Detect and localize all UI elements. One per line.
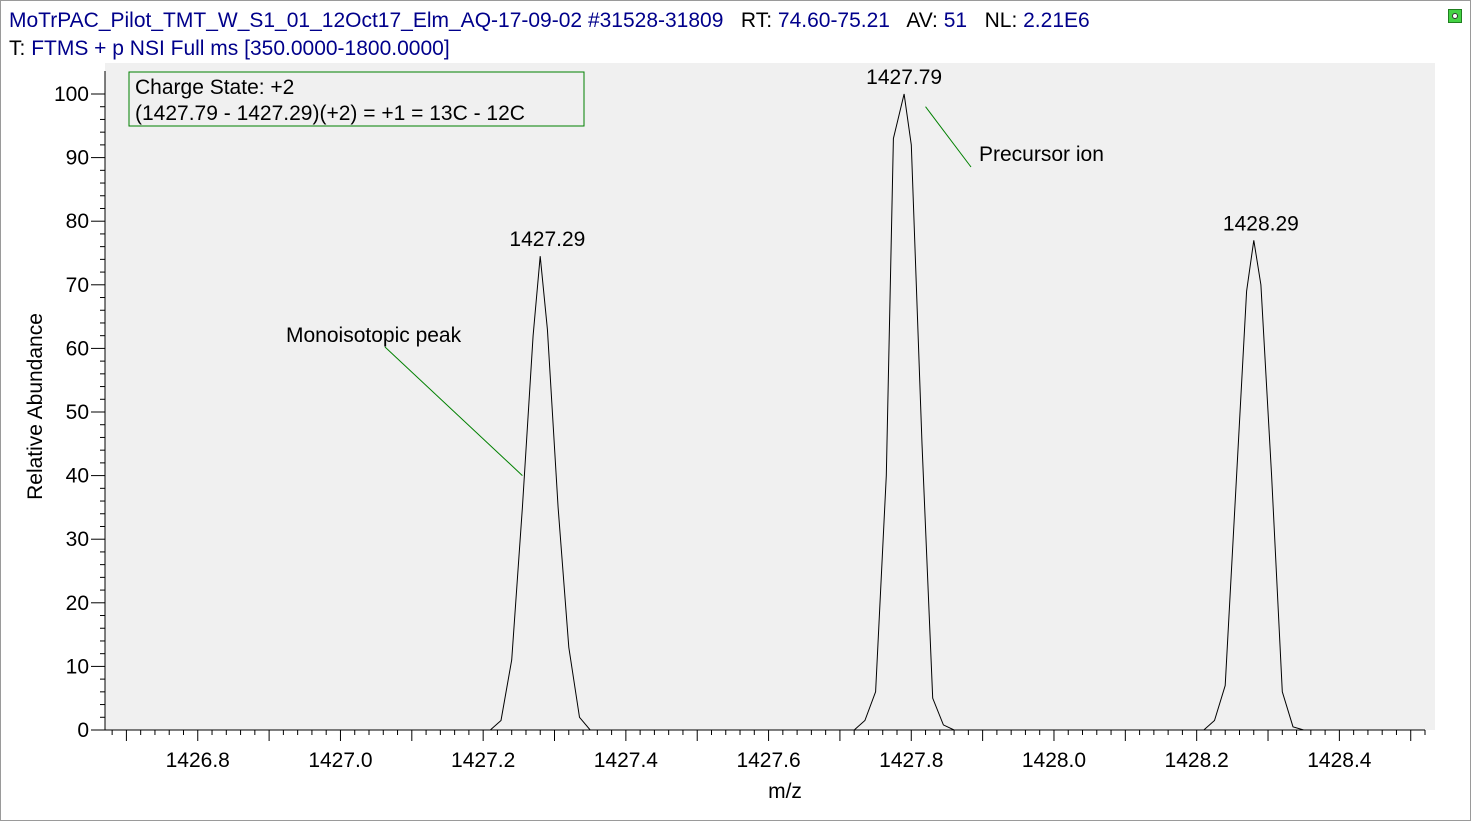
y-axis-title: Relative Abundance	[24, 313, 47, 500]
charge-state-equation: (1427.79 - 1427.29)(+2) = +1 = 13C - 12C	[135, 102, 525, 125]
header-line-2: T: FTMS + p NSI Full ms [350.0000-1800.0…	[9, 37, 450, 61]
rt-label: RT:	[740, 9, 773, 32]
callout-annotations: Monoisotopic peak Precursor ion	[286, 106, 1104, 476]
scan-filter-label: T:	[9, 37, 26, 60]
x-tick-label: 1427.0	[308, 749, 372, 772]
y-axis-tick-labels: 0 10 20 30 40 50 60 70 80 90 100	[54, 83, 89, 742]
x-tick-label: 1426.8	[166, 749, 230, 772]
raw-file-name: MoTrPAC_Pilot_TMT_W_S1_01_12Oct17_Elm_AQ…	[9, 9, 583, 32]
plot-area	[105, 63, 1435, 730]
callout-label: Monoisotopic peak	[286, 324, 462, 347]
y-tick-label: 60	[66, 337, 89, 360]
y-tick-label: 30	[66, 528, 89, 551]
nl-label: NL:	[984, 9, 1018, 32]
x-tick-label: 1428.4	[1307, 749, 1372, 772]
x-tick-label: 1428.2	[1165, 749, 1229, 772]
charge-state-box: Charge State: +2 (1427.79 - 1427.29)(+2)…	[128, 71, 585, 127]
charge-state-text: Charge State: +2	[135, 76, 294, 99]
x-axis-title: m/z	[768, 780, 802, 803]
av-label: AV:	[906, 9, 938, 32]
y-axis-ticks	[91, 93, 105, 731]
y-tick-label: 40	[66, 465, 89, 488]
rt-value: 74.60-75.21	[777, 9, 890, 32]
av-value: 51	[943, 9, 968, 32]
peak-label: 1427.29	[509, 228, 585, 251]
header-line-1: MoTrPAC_Pilot_TMT_W_S1_01_12Oct17_Elm_AQ…	[9, 9, 1090, 33]
peak-labels: 1427.29 1427.79 1428.29	[509, 66, 1298, 251]
callout-leader	[925, 106, 972, 168]
x-tick-label: 1428.0	[1022, 749, 1086, 772]
callout-label: Precursor ion	[979, 143, 1104, 166]
y-tick-label: 50	[66, 401, 89, 424]
y-tick-label: 90	[66, 147, 89, 170]
y-tick-label: 80	[66, 210, 89, 233]
nl-value: 2.21E6	[1023, 9, 1090, 32]
pin-icon[interactable]	[1448, 9, 1462, 23]
spectrum-line	[105, 93, 1425, 731]
charge-state-box-border	[128, 71, 585, 127]
y-tick-label: 100	[54, 83, 89, 106]
x-tick-label: 1427.6	[736, 749, 800, 772]
peak-label: 1427.79	[866, 66, 942, 89]
x-tick-label: 1427.2	[451, 749, 515, 772]
y-tick-label: 10	[66, 655, 89, 678]
x-tick-label: 1427.8	[879, 749, 943, 772]
x-axis-tick-labels: 1426.8 1427.0 1427.2 1427.4 1427.6 1427.8 1428…	[166, 749, 1372, 772]
scan-range: #31528-31809	[587, 9, 724, 32]
x-tick-label: 1427.4	[594, 749, 659, 772]
scan-filter-value: FTMS + p NSI Full ms [350.0000-1800.0000…	[31, 37, 450, 60]
callout-leader	[384, 346, 523, 476]
y-tick-label: 70	[66, 274, 89, 297]
x-axis-ticks	[111, 730, 1426, 741]
y-tick-label: 20	[66, 592, 89, 615]
y-tick-label: 0	[77, 719, 89, 742]
peak-label: 1428.29	[1223, 212, 1299, 235]
